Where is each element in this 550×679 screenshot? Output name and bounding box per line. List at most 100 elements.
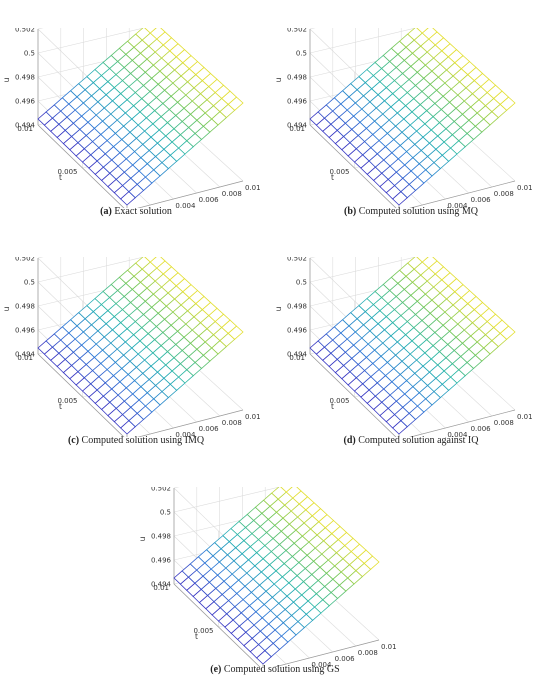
surface-plot-d: 0.4940.4960.4980.50.50200.0050.0100.0020…: [272, 257, 542, 437]
x-tick-label: 0.01: [517, 413, 533, 421]
caption-e-text: Computed solution using GS: [221, 664, 340, 675]
caption-c-tag: (c): [67, 435, 80, 446]
x-tick-label: 0.01: [381, 643, 397, 651]
t-tick-label: 0.01: [17, 354, 33, 362]
t-tick-label: 0.005: [57, 168, 77, 176]
surface-cell: [421, 28, 438, 40]
surface-mesh: [309, 28, 516, 206]
x-tick-label: 0.01: [245, 184, 261, 192]
surface-cell: [280, 487, 293, 493]
surface-cell: [421, 257, 438, 269]
surface-plot-e: 0.4940.4960.4980.50.50200.0050.0100.0020…: [136, 487, 406, 667]
surface-mesh: [173, 487, 380, 665]
caption-c: (c) Computed solution using IMQ: [0, 435, 272, 446]
x-tick-label: 0.006: [199, 196, 220, 204]
surface-plot-b: 0.4940.4960.4980.50.50200.0050.0100.0020…: [272, 28, 542, 208]
t-tick-label: 0.01: [289, 125, 305, 133]
tick-labels: 0.4940.4960.4980.50.50200.0050.0100.0020…: [15, 28, 261, 208]
u-tick-label: 0.494: [15, 351, 36, 359]
surface-plot-svg-e: 0.4940.4960.4980.50.50200.0050.0100.0020…: [138, 487, 397, 667]
u-tick-label: 0.498: [287, 303, 307, 311]
u-tick-label: 0.502: [15, 257, 35, 263]
t-axis-label: t: [331, 173, 334, 182]
x-tick-label: 0.004: [447, 202, 468, 208]
u-tick-label: 0.496: [15, 327, 36, 335]
t-tick-label: 0.005: [329, 168, 349, 176]
u-tick-label: 0.498: [15, 74, 35, 82]
t-tick-label: 0.01: [17, 125, 33, 133]
x-tick-label: 0.01: [517, 184, 533, 192]
u-tick-label: 0.502: [15, 28, 35, 34]
u-axis-label: u: [2, 77, 11, 82]
caption-b: (b) Computed solution using MQ: [272, 206, 550, 217]
x-tick-label: 0.004: [447, 431, 468, 437]
x-tick-label: 0.006: [335, 655, 356, 663]
x-tick-label: 0.006: [199, 425, 220, 433]
caption-e: (e) Computed solution using GS: [136, 664, 414, 675]
x-tick-label: 0.01: [245, 413, 261, 421]
caption-b-text: Computed solution using MQ: [356, 206, 478, 217]
u-tick-label: 0.494: [287, 351, 308, 359]
surface-plot-svg-a: 0.4940.4960.4980.50.50200.0050.0100.0020…: [2, 28, 261, 208]
u-tick-label: 0.494: [287, 122, 308, 130]
caption-d: (d) Computed solution against IQ: [272, 435, 550, 446]
t-tick-label: 0.005: [329, 397, 349, 405]
surface-cell: [144, 28, 157, 34]
u-tick-label: 0.5: [296, 279, 307, 287]
caption-b-tag: (b): [344, 206, 357, 217]
u-tick-label: 0.5: [160, 509, 171, 517]
u-tick-label: 0.5: [24, 279, 35, 287]
u-tick-label: 0.502: [287, 28, 307, 34]
u-tick-label: 0.498: [15, 303, 35, 311]
u-tick-label: 0.496: [287, 327, 308, 335]
caption-d-text: Computed solution against IQ: [355, 435, 479, 446]
caption-a-tag: (a): [100, 206, 112, 217]
surface-plot-svg-b: 0.4940.4960.4980.50.50200.0050.0100.0020…: [274, 28, 533, 208]
surface-cell: [407, 28, 423, 41]
u-tick-label: 0.498: [287, 74, 307, 82]
surface-plot-svg-c: 0.4940.4960.4980.50.50200.0050.0100.0020…: [2, 257, 261, 437]
caption-d-tag: (d): [343, 435, 356, 446]
surface-mesh: [309, 257, 516, 435]
t-axis-label: t: [59, 173, 62, 182]
u-tick-label: 0.496: [287, 98, 308, 106]
u-tick-label: 0.502: [287, 257, 307, 263]
u-tick-label: 0.5: [24, 50, 35, 58]
caption-a-text: Exact solution: [111, 206, 172, 217]
surface-plot-svg-d: 0.4940.4960.4980.50.50200.0050.0100.0020…: [274, 257, 533, 437]
t-tick-label: 0.005: [57, 397, 77, 405]
u-tick-label: 0.496: [151, 557, 172, 565]
u-tick-label: 0.496: [15, 98, 36, 106]
surface-plot-a: 0.4940.4960.4980.50.50200.0050.0100.0020…: [0, 28, 270, 208]
u-axis-label: u: [274, 306, 283, 311]
caption-c-text: Computed solution using IMQ: [79, 435, 205, 446]
surface-cell: [416, 28, 429, 34]
t-axis-label: t: [59, 402, 62, 411]
caption-e-tag: (e): [210, 664, 222, 675]
u-tick-label: 0.498: [151, 533, 171, 541]
x-tick-label: 0.004: [175, 202, 196, 208]
surface-cell: [285, 487, 302, 499]
surface-cell: [407, 257, 423, 270]
surface-plot-c: 0.4940.4960.4980.50.50200.0050.0100.0020…: [0, 257, 270, 437]
x-tick-label: 0.008: [358, 649, 378, 657]
x-tick-label: 0.006: [471, 196, 492, 204]
surface-cell: [144, 257, 157, 263]
tick-labels: 0.4940.4960.4980.50.50200.0050.0100.0020…: [287, 28, 533, 208]
surface-cell: [135, 257, 151, 270]
surface-mesh: [37, 257, 244, 435]
surface-cell: [416, 257, 429, 263]
t-tick-label: 0.01: [153, 584, 169, 592]
tick-labels: 0.4940.4960.4980.50.50200.0050.0100.0020…: [151, 487, 397, 667]
u-axis-label: u: [274, 77, 283, 82]
tick-labels: 0.4940.4960.4980.50.50200.0050.0100.0020…: [287, 257, 533, 437]
u-tick-label: 0.494: [151, 581, 172, 589]
surface-cell: [271, 487, 287, 500]
u-axis-label: u: [2, 306, 11, 311]
x-tick-label: 0.006: [471, 425, 492, 433]
t-tick-label: 0.01: [289, 354, 305, 362]
x-tick-label: 0.008: [494, 190, 514, 198]
tick-labels: 0.4940.4960.4980.50.50200.0050.0100.0020…: [15, 257, 261, 437]
x-tick-label: 0.004: [311, 661, 332, 667]
x-tick-label: 0.008: [494, 419, 514, 427]
